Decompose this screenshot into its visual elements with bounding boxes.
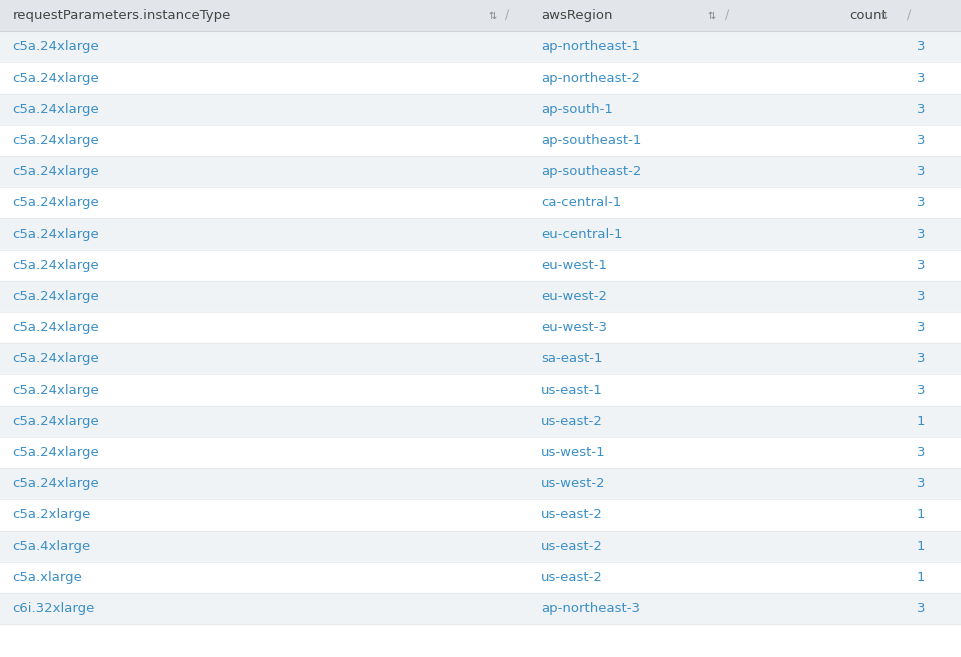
Bar <box>0 531 961 562</box>
Text: 3: 3 <box>917 165 925 178</box>
Text: sa-east-1: sa-east-1 <box>541 352 603 365</box>
Bar <box>0 187 961 218</box>
Text: us-east-2: us-east-2 <box>541 415 603 428</box>
Text: eu-west-1: eu-west-1 <box>541 259 607 272</box>
Text: c5a.4xlarge: c5a.4xlarge <box>12 539 90 553</box>
Text: 3: 3 <box>917 477 925 490</box>
Text: 3: 3 <box>917 227 925 240</box>
Text: ∕: ∕ <box>505 9 509 22</box>
Text: c5a.24xlarge: c5a.24xlarge <box>12 40 99 53</box>
Text: us-east-1: us-east-1 <box>541 384 603 397</box>
Text: ap-south-1: ap-south-1 <box>541 102 613 116</box>
Text: awsRegion: awsRegion <box>541 9 612 22</box>
Text: 3: 3 <box>917 321 925 334</box>
Text: us-east-2: us-east-2 <box>541 509 603 522</box>
Text: c5a.xlarge: c5a.xlarge <box>12 571 83 584</box>
Text: count: count <box>850 9 887 22</box>
Text: ap-northeast-2: ap-northeast-2 <box>541 72 640 85</box>
Text: 3: 3 <box>917 134 925 147</box>
Text: c5a.24xlarge: c5a.24xlarge <box>12 321 99 334</box>
Text: c5a.24xlarge: c5a.24xlarge <box>12 134 99 147</box>
Text: 1: 1 <box>917 415 925 428</box>
Bar <box>0 156 961 187</box>
Bar <box>0 343 961 374</box>
Text: 1: 1 <box>917 571 925 584</box>
Text: 3: 3 <box>917 72 925 85</box>
Text: c5a.24xlarge: c5a.24xlarge <box>12 259 99 272</box>
Text: 1: 1 <box>917 539 925 553</box>
Bar <box>0 281 961 312</box>
Text: ⇅: ⇅ <box>879 11 887 20</box>
Text: ∕: ∕ <box>907 9 911 22</box>
Text: c5a.2xlarge: c5a.2xlarge <box>12 509 91 522</box>
Text: us-east-2: us-east-2 <box>541 539 603 553</box>
Text: 3: 3 <box>917 40 925 53</box>
Bar <box>0 562 961 593</box>
Text: 3: 3 <box>917 446 925 459</box>
Bar <box>0 437 961 468</box>
Text: 3: 3 <box>917 102 925 116</box>
Text: ⇅: ⇅ <box>707 11 715 20</box>
Bar <box>0 93 961 125</box>
Text: c6i.32xlarge: c6i.32xlarge <box>12 602 95 615</box>
Text: ap-northeast-1: ap-northeast-1 <box>541 40 640 53</box>
Text: 3: 3 <box>917 384 925 397</box>
Text: c5a.24xlarge: c5a.24xlarge <box>12 415 99 428</box>
Text: 3: 3 <box>917 259 925 272</box>
Bar <box>0 468 961 499</box>
Bar <box>0 374 961 406</box>
Text: c5a.24xlarge: c5a.24xlarge <box>12 384 99 397</box>
Text: ⇅: ⇅ <box>488 11 496 20</box>
Text: c5a.24xlarge: c5a.24xlarge <box>12 72 99 85</box>
Bar <box>0 62 961 93</box>
Text: c5a.24xlarge: c5a.24xlarge <box>12 227 99 240</box>
Text: us-east-2: us-east-2 <box>541 571 603 584</box>
Text: 3: 3 <box>917 352 925 365</box>
Text: c5a.24xlarge: c5a.24xlarge <box>12 352 99 365</box>
Text: us-west-2: us-west-2 <box>541 477 605 490</box>
Text: ap-southeast-1: ap-southeast-1 <box>541 134 641 147</box>
Bar <box>0 593 961 624</box>
Bar <box>0 31 961 62</box>
Text: c5a.24xlarge: c5a.24xlarge <box>12 477 99 490</box>
Text: c5a.24xlarge: c5a.24xlarge <box>12 446 99 459</box>
Text: eu-west-2: eu-west-2 <box>541 290 607 303</box>
Text: ∕: ∕ <box>725 9 728 22</box>
Text: eu-central-1: eu-central-1 <box>541 227 623 240</box>
Text: c5a.24xlarge: c5a.24xlarge <box>12 165 99 178</box>
Text: c5a.24xlarge: c5a.24xlarge <box>12 196 99 210</box>
Bar <box>0 499 961 531</box>
Text: ap-northeast-3: ap-northeast-3 <box>541 602 640 615</box>
Bar <box>0 406 961 437</box>
Bar <box>0 250 961 281</box>
Bar <box>0 219 961 250</box>
Text: 3: 3 <box>917 290 925 303</box>
Text: eu-west-3: eu-west-3 <box>541 321 607 334</box>
Text: us-west-1: us-west-1 <box>541 446 605 459</box>
Text: requestParameters.instanceType: requestParameters.instanceType <box>12 9 231 22</box>
Bar <box>0 312 961 343</box>
Bar <box>0 125 961 156</box>
Text: c5a.24xlarge: c5a.24xlarge <box>12 102 99 116</box>
Text: 3: 3 <box>917 196 925 210</box>
Text: ca-central-1: ca-central-1 <box>541 196 622 210</box>
Bar <box>0 0 961 31</box>
Text: c5a.24xlarge: c5a.24xlarge <box>12 290 99 303</box>
Text: ap-southeast-2: ap-southeast-2 <box>541 165 641 178</box>
Text: 3: 3 <box>917 602 925 615</box>
Text: 1: 1 <box>917 509 925 522</box>
